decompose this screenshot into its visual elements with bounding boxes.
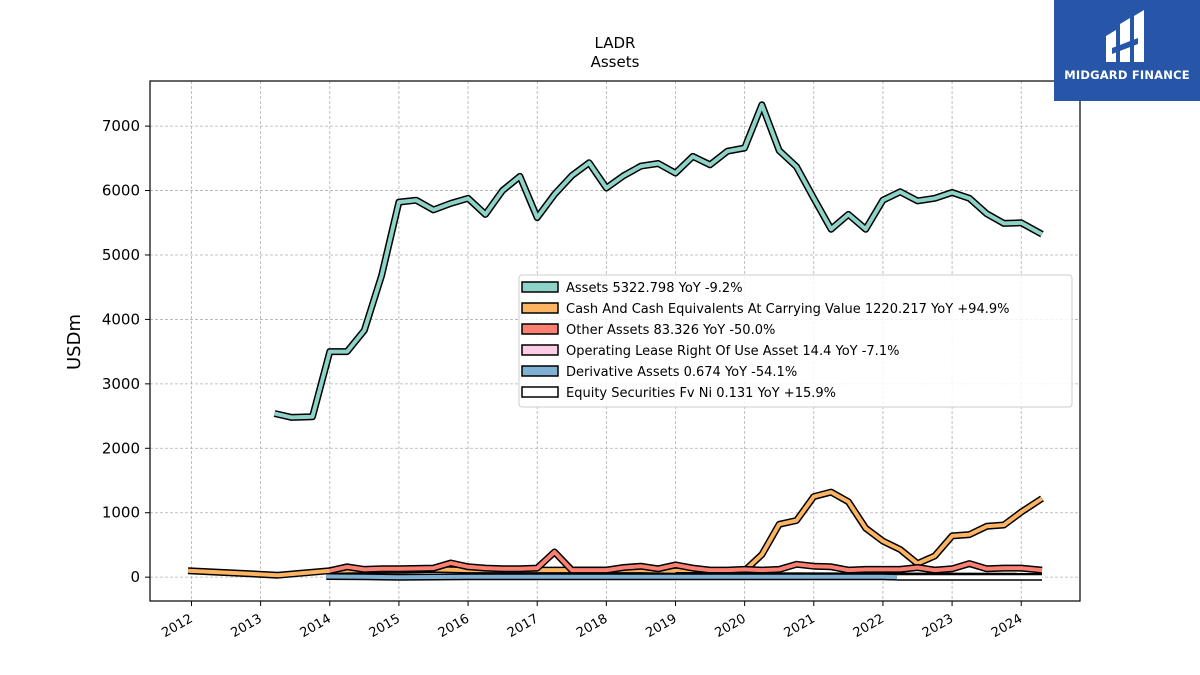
x-tick-label: 2022 xyxy=(851,611,887,641)
legend-label: Derivative Assets 0.674 YoY -54.1% xyxy=(566,365,797,380)
plot-series xyxy=(187,101,1044,581)
chart-subtitle: Assets xyxy=(591,53,640,71)
x-tick-label: 2014 xyxy=(298,611,334,641)
x-tick-label: 2023 xyxy=(920,611,956,641)
x-tick-label: 2021 xyxy=(782,611,818,641)
legend-label: Equity Securities Fv Ni 0.131 YoY +15.9% xyxy=(566,386,836,401)
y-tick-label: 1000 xyxy=(102,504,140,522)
y-tick-label: 2000 xyxy=(102,439,140,457)
y-tick-label: 3000 xyxy=(102,375,140,393)
legend-swatch xyxy=(521,386,559,398)
x-tick-label: 2024 xyxy=(989,611,1025,641)
x-tick-label: 2019 xyxy=(643,611,679,641)
legend-label: Assets 5322.798 YoY -9.2% xyxy=(566,281,743,296)
x-tick-label: 2013 xyxy=(228,611,264,641)
brand-mark-icon xyxy=(1106,10,1144,62)
y-tick-label: 5000 xyxy=(102,246,140,264)
series-derivative-assets xyxy=(326,573,897,581)
brand-logo: MIDGARD FINANCE xyxy=(1054,0,1200,101)
legend-swatch xyxy=(521,281,559,293)
x-tick-label: 2018 xyxy=(574,611,610,641)
legend-box xyxy=(518,274,1073,408)
legend-swatch xyxy=(521,365,559,377)
x-tick-label: 2016 xyxy=(436,611,472,641)
series-line xyxy=(274,102,1043,420)
series-cash-and-cash-equivalents-at-carrying-value xyxy=(187,488,1044,579)
series-line xyxy=(187,490,1044,578)
legend: Assets 5322.798 YoY -9.2% Cash And Cash E… xyxy=(518,274,1073,408)
legend-label: Other Assets 83.326 YoY -50.0% xyxy=(566,323,775,338)
y-tick-label: 6000 xyxy=(102,182,140,200)
y-tick-label: 0 xyxy=(130,568,140,586)
brand-name: MIDGARD FINANCE xyxy=(1064,68,1190,82)
x-tick-label: 2020 xyxy=(712,611,748,641)
legend-swatch xyxy=(521,323,559,335)
legend-swatch xyxy=(521,302,559,314)
y-tick-label: 7000 xyxy=(102,117,140,135)
legend-label: Cash And Cash Equivalents At Carrying Va… xyxy=(566,302,1009,317)
y-axis-label: USDm xyxy=(64,314,85,370)
series-assets xyxy=(273,101,1044,421)
series-other-assets xyxy=(329,548,1043,575)
x-tick-label: 2015 xyxy=(367,611,403,641)
y-tick-label: 4000 xyxy=(102,310,140,328)
x-tick-label: 2017 xyxy=(505,611,541,641)
legend-swatch xyxy=(521,344,559,356)
x-tick-label: 2012 xyxy=(159,611,195,641)
legend-label: Operating Lease Right Of Use Asset 14.4 … xyxy=(566,344,899,359)
chart-title: LADR xyxy=(595,34,636,52)
plot-frame xyxy=(149,80,1081,602)
series-line xyxy=(326,574,897,580)
series-line xyxy=(329,550,1043,573)
